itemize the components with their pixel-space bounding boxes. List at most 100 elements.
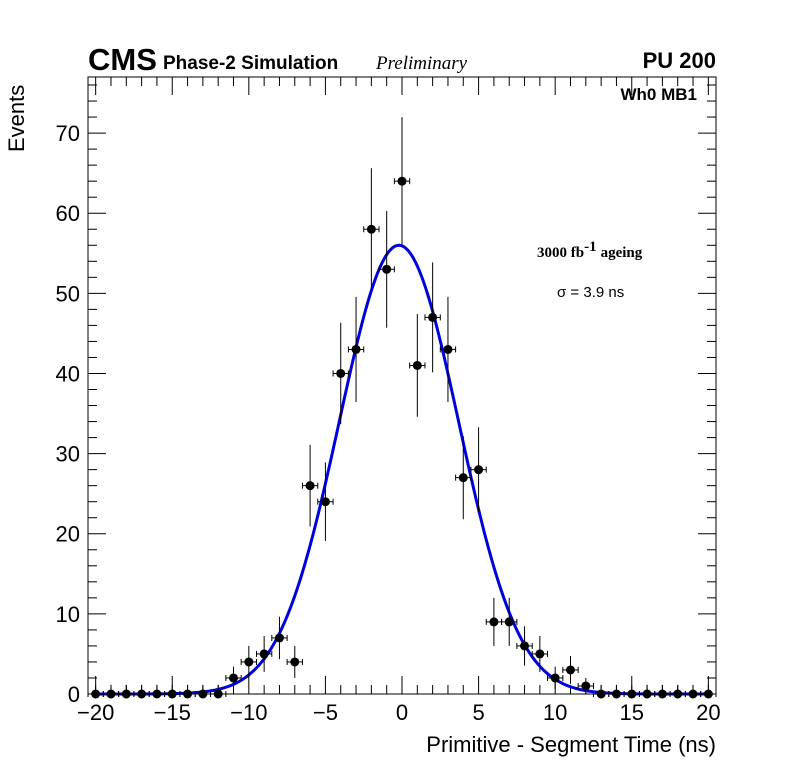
data-marker [535, 649, 545, 659]
data-point [562, 656, 579, 684]
data-point [332, 322, 349, 425]
y-tick-label: 50 [56, 281, 80, 306]
region-label: Wh0 MB1 [621, 85, 698, 104]
ageing-annotation: 3000 fb-1 ageing [537, 239, 643, 261]
y-tick-label: 20 [56, 522, 80, 547]
data-point [424, 262, 441, 373]
y-tick-label: 30 [56, 442, 80, 467]
x-tick-label: 10 [543, 700, 567, 725]
data-point [271, 616, 288, 660]
data-point [225, 666, 242, 690]
data-point [409, 314, 426, 417]
data-point [577, 677, 594, 694]
data-marker [673, 689, 683, 699]
x-tick-label: −20 [77, 700, 114, 725]
data-marker [474, 465, 484, 475]
data-marker [688, 689, 698, 699]
data-marker [152, 689, 162, 699]
data-point [118, 684, 135, 699]
x-axis-title: Primitive - Segment Time (ns) [426, 732, 716, 757]
y-tick-label: 60 [56, 201, 80, 226]
data-marker [458, 473, 468, 483]
data-point [301, 444, 319, 527]
data-marker [259, 649, 269, 659]
data-marker [397, 176, 407, 186]
data-point [255, 636, 273, 672]
data-marker [581, 681, 591, 691]
ageing-value: 3000 fb [537, 245, 584, 261]
data-marker [627, 689, 637, 699]
data-marker [213, 689, 223, 699]
data-point [669, 684, 686, 699]
gaussian-fit-line [95, 243, 709, 696]
x-tick-label: 15 [620, 700, 644, 725]
data-marker [443, 344, 453, 354]
y-tick-label: 0 [68, 682, 80, 707]
x-tick-label: −10 [230, 700, 267, 725]
data-marker [274, 633, 284, 643]
data-point [485, 597, 503, 646]
data-marker [167, 689, 177, 699]
data-marker [121, 689, 131, 699]
data-point [363, 168, 380, 291]
data-marker [336, 368, 346, 378]
data-marker [428, 312, 438, 322]
data-point [133, 684, 150, 699]
data-marker [183, 689, 193, 699]
data-marker [198, 689, 208, 699]
data-point [210, 684, 227, 699]
data-marker [565, 665, 575, 675]
y-axis-title: Events [4, 85, 29, 152]
y-tick-label: 70 [56, 121, 80, 146]
data-marker [550, 673, 560, 683]
data-point [684, 684, 702, 699]
data-point [194, 684, 212, 699]
x-tick-label: 0 [396, 700, 408, 725]
fit-curve-layer [95, 243, 709, 696]
data-point [164, 684, 181, 699]
data-marker [412, 360, 422, 370]
ageing-exponent: -1 [584, 239, 597, 255]
data-point [317, 462, 334, 541]
data-marker [229, 673, 239, 683]
sigma-annotation: σ = 3.9 ns [557, 284, 624, 301]
data-point [179, 684, 196, 699]
data-point [516, 626, 533, 666]
y-tick-label: 10 [56, 602, 80, 627]
data-marker [703, 689, 713, 699]
data-marker [504, 617, 514, 627]
data-marker [351, 344, 361, 354]
data-point [547, 666, 564, 690]
data-marker [91, 689, 101, 699]
ageing-word: ageing [601, 245, 643, 261]
x-tick-label: −15 [154, 700, 191, 725]
data-marker [366, 224, 376, 234]
data-marker [520, 641, 530, 651]
data-point [378, 210, 395, 328]
data-marker [489, 617, 499, 627]
data-point [240, 645, 257, 678]
data-point [638, 684, 656, 699]
data-point [347, 296, 365, 402]
data-point [470, 427, 487, 513]
data-marker [106, 689, 116, 699]
data-point [286, 645, 303, 678]
data-points-layer [87, 117, 717, 699]
data-point [501, 597, 518, 646]
y-tick-label: 40 [56, 361, 80, 386]
data-marker [290, 657, 300, 667]
x-tick-label: 5 [472, 700, 484, 725]
data-point [102, 684, 120, 699]
experiment-label: CMS [88, 42, 157, 77]
data-marker [305, 481, 315, 491]
data-point [700, 684, 717, 699]
data-marker [596, 689, 606, 699]
data-marker [657, 689, 667, 699]
x-tick-label: 20 [696, 700, 720, 725]
data-point [623, 684, 640, 699]
data-marker [137, 689, 147, 699]
data-marker [611, 689, 621, 699]
data-point [393, 117, 411, 246]
pileup-label: PU 200 [643, 48, 716, 73]
